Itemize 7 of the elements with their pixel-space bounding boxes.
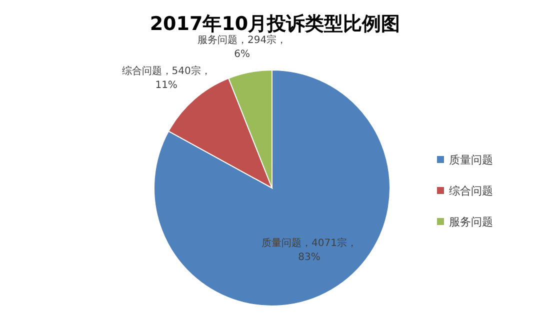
legend-label: 质量问题 xyxy=(449,154,493,166)
data-label: 质量问题，4071宗，83% xyxy=(261,236,358,265)
legend-label: 综合问题 xyxy=(449,184,493,198)
legend-label: 服务问题 xyxy=(449,216,493,228)
data-label: 综合问题，540宗，11% xyxy=(120,64,212,93)
chart-title: 2017年10月投诉类型比例图 xyxy=(150,13,400,35)
data-label: 服务问题，294宗，6% xyxy=(196,34,288,62)
